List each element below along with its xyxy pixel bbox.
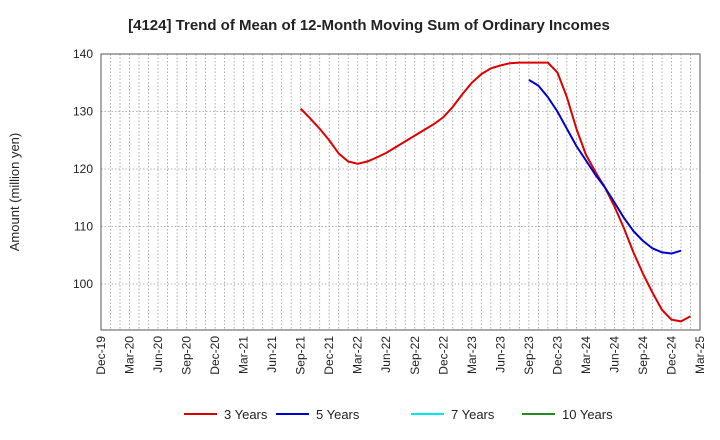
series-line-5-years — [528, 79, 682, 255]
x-axis: Dec-19 Mar-20 Jun-20 Sep-20 Dec-20 Mar-21 Jun-… — [94, 336, 707, 375]
x-tick-label: Sep-20 — [180, 336, 194, 375]
x-tick-label: Dec-24 — [664, 336, 678, 375]
y-tick-label: 120 — [73, 162, 93, 176]
y-tick-label: 110 — [74, 220, 93, 234]
legend-label: 10 Years — [562, 407, 613, 422]
y-tick-label: 130 — [73, 105, 93, 119]
chart-title: [4124] Trend of Mean of 12-Month Moving … — [128, 17, 610, 34]
x-tick-label: Jun-24 — [607, 336, 621, 373]
series-line-3-years — [299, 61, 691, 323]
x-tick-label: Sep-21 — [294, 336, 308, 375]
x-tick-label: Dec-23 — [550, 336, 564, 375]
y-tick-label: 140 — [73, 47, 93, 61]
series-lines — [299, 61, 691, 323]
x-tick-label: Mar-20 — [123, 336, 137, 374]
y-axis: 100 110 120 130 140 — [73, 47, 93, 291]
x-tick-label: Mar-23 — [465, 336, 479, 374]
x-tick-label: Sep-22 — [408, 336, 422, 375]
x-tick-label: Mar-22 — [351, 336, 365, 374]
legend-label: 3 Years — [224, 407, 268, 422]
x-tick-label: Dec-19 — [94, 336, 108, 375]
y-tick-label: 100 — [73, 277, 93, 291]
x-tick-label: Jun-23 — [493, 336, 507, 373]
x-tick-label: Sep-23 — [522, 336, 536, 375]
x-tick-label: Mar-24 — [579, 336, 593, 374]
legend-label: 5 Years — [316, 407, 360, 422]
x-tick-label: Dec-22 — [436, 336, 450, 375]
plot-frame — [100, 53, 701, 331]
x-tick-label: Sep-24 — [636, 336, 650, 375]
x-tick-label: Jun-22 — [379, 336, 393, 373]
x-tick-label: Jun-20 — [151, 336, 165, 373]
legend: 3 Years 5 Years 7 Years 10 Years — [184, 407, 613, 422]
chart-grid — [101, 54, 700, 330]
x-tick-label: Jun-21 — [265, 336, 279, 373]
legend-label: 7 Years — [451, 407, 495, 422]
x-tick-label: Mar-25 — [693, 336, 707, 374]
x-tick-label: Dec-20 — [208, 336, 222, 375]
x-tick-label: Mar-21 — [237, 336, 251, 374]
x-tick-label: Dec-21 — [322, 336, 336, 375]
y-axis-title: Amount (million yen) — [7, 133, 22, 252]
